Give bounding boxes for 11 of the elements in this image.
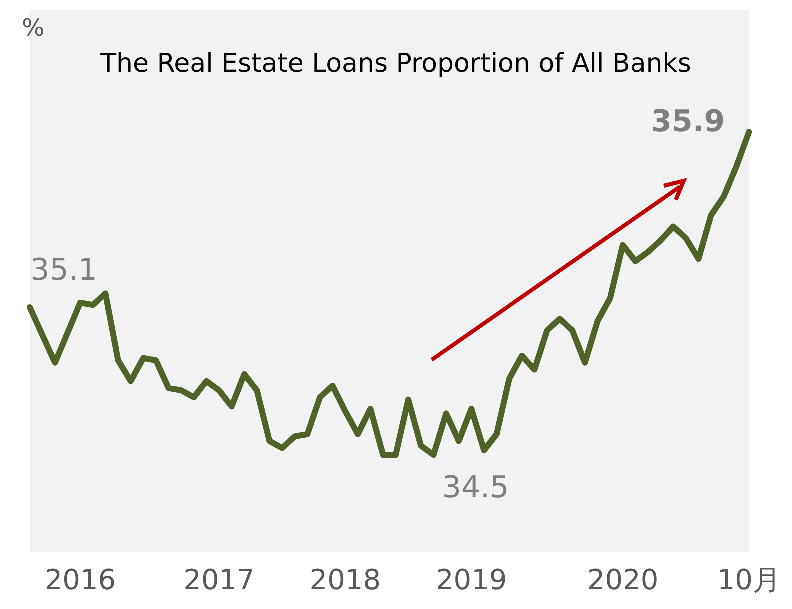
y-axis-title: % [22,14,45,42]
data-label: 35.1 [30,253,98,288]
text: The Real Estate Loans Proportion of All Banks [100,49,692,79]
x-tick-label: 10月 [717,564,782,596]
x-tick-label: 2020 [587,564,659,596]
x-tick-label: 2016 [44,564,116,596]
x-tick-label: 2019 [436,564,508,596]
x-tick-label: 2018 [310,564,382,596]
data-label: 34.5 [442,470,510,506]
x-tick-label: 2017 [184,564,255,596]
data-label: 35.9 [651,104,726,140]
